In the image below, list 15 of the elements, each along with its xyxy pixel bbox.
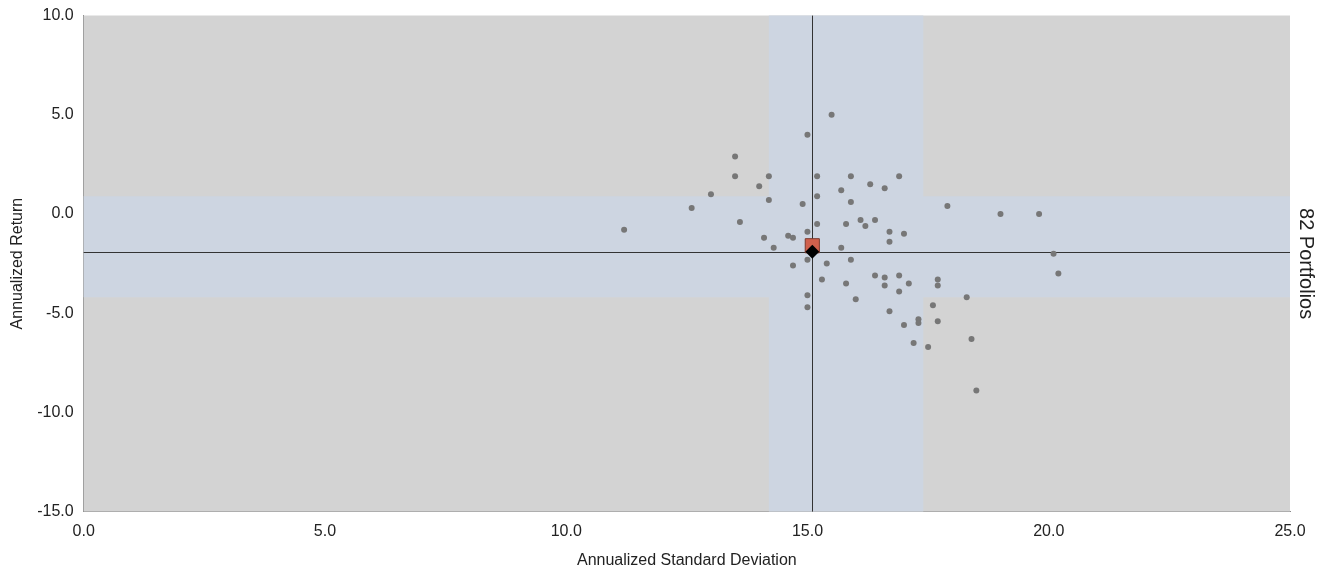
x-tick-label: 0.0 <box>72 521 95 539</box>
x-tick-label: 20.0 <box>1033 521 1065 539</box>
y-tick-label: 0.0 <box>51 204 74 222</box>
y-tick-label: -10.0 <box>37 402 74 420</box>
y-axis-title: Annualized Return <box>8 197 26 330</box>
y-tick-label: -15.0 <box>37 502 74 520</box>
y-tick-label: 10.0 <box>42 6 74 24</box>
x-tick-label: 10.0 <box>550 521 582 539</box>
x-tick-label: 5.0 <box>313 521 337 539</box>
x-axis-title: Annualized Standard Deviation <box>576 550 797 568</box>
x-tick-label: 25.0 <box>1274 521 1306 539</box>
y2-axis-title: 82 Portfolios <box>1296 208 1319 320</box>
x-tick-label: 15.0 <box>791 521 824 539</box>
y-tick-label: -5.0 <box>46 303 74 321</box>
y-tick-label: 5.0 <box>51 105 74 123</box>
